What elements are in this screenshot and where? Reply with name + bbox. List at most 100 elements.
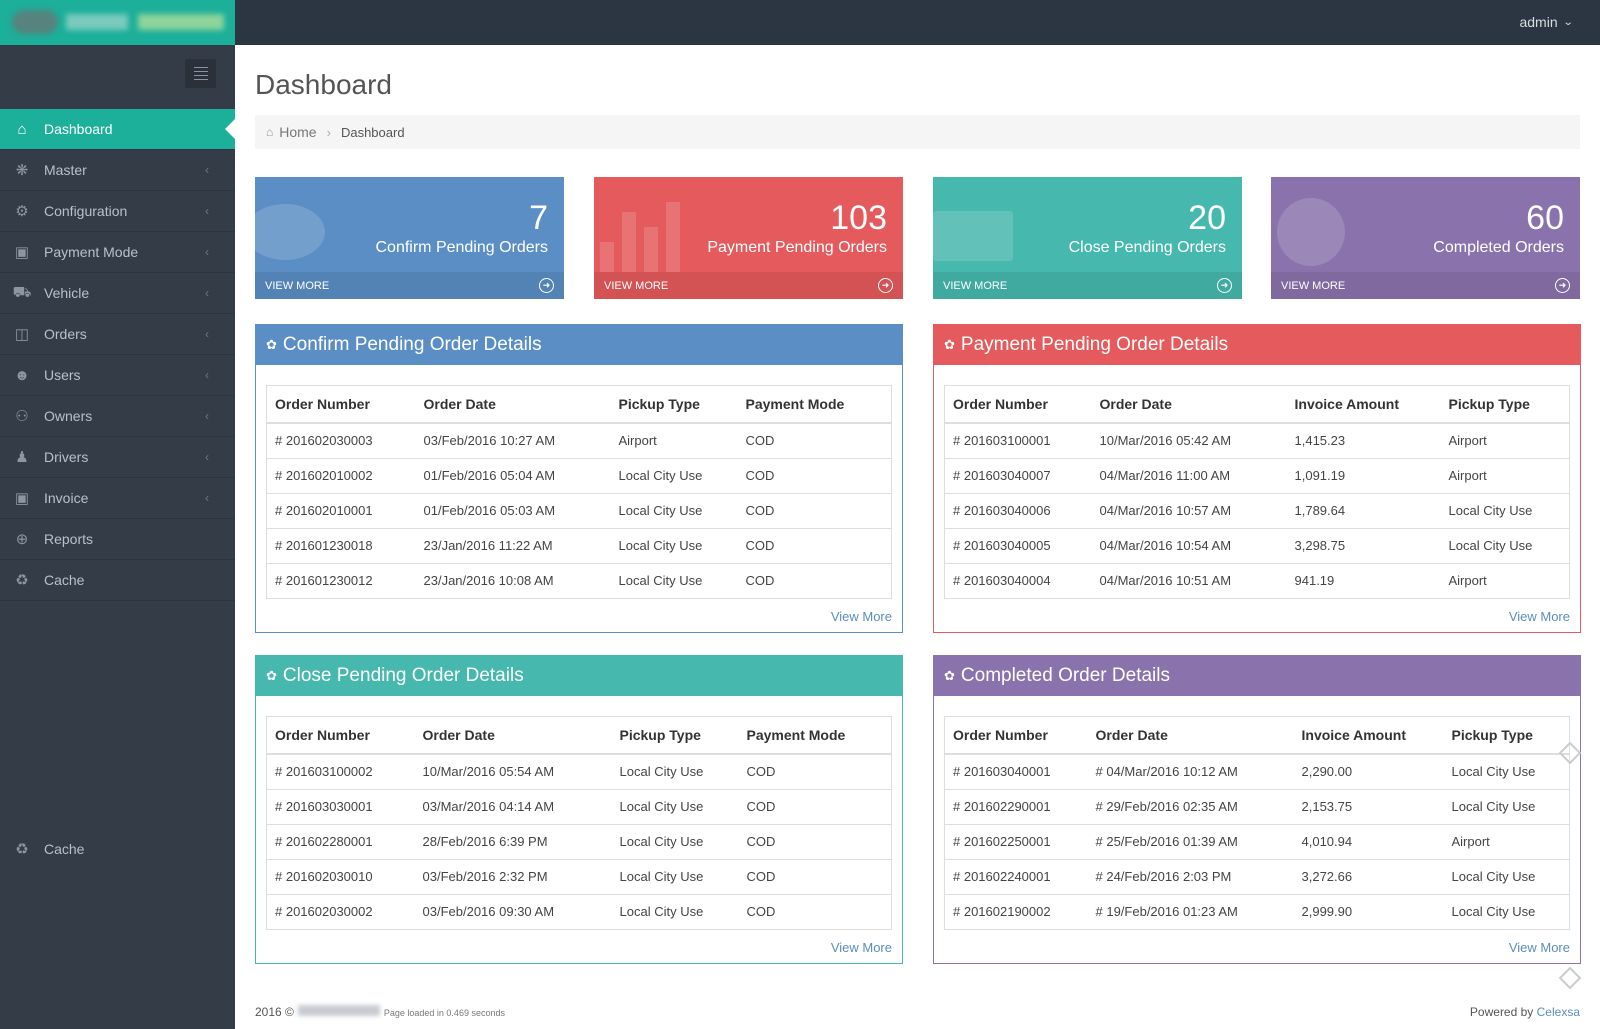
cell: COD (737, 527, 892, 563)
stat-label: Close Pending Orders (1068, 239, 1226, 256)
stat-value: 20 (1188, 199, 1226, 237)
panel-confirm-pending: ✿ Confirm Pending Order Details Order Nu… (255, 324, 903, 633)
sidebar-item-orders[interactable]: ◫ Orders ‹ (0, 314, 235, 355)
cell: 23/Jan/2016 10:08 AM (415, 562, 611, 598)
sidebar-item-invoice[interactable]: ▣ Invoice ‹ (0, 478, 235, 519)
chevron-left-icon: ‹ (205, 368, 209, 382)
cell: # 201602240001 (944, 858, 1088, 894)
sidebar-item-reports[interactable]: ⊕ Reports (0, 519, 235, 560)
bar-chart-icon (600, 202, 680, 272)
panel-header: ✿ Confirm Pending Order Details (256, 325, 902, 365)
powered-by-link[interactable]: Celexsa (1536, 1005, 1580, 1019)
male-icon: ♟ (15, 449, 29, 466)
cell: # 201602280001 (266, 823, 415, 859)
cell: # 201601230018 (266, 527, 416, 563)
cell: COD (737, 492, 892, 528)
cell: Local City Use (1440, 527, 1570, 563)
column-header: Pickup Type (1443, 716, 1570, 755)
paw-icon: ✿ (266, 337, 277, 352)
stat-value: 103 (830, 199, 887, 237)
sidebar-item-dashboard[interactable]: ⌂ Dashboard (0, 109, 235, 150)
cell: # 25/Feb/2016 01:39 AM (1087, 823, 1294, 859)
cell: COD (738, 753, 892, 789)
chevron-left-icon: ‹ (205, 245, 209, 259)
column-header: Pickup Type (611, 716, 739, 755)
stat-view-more-link[interactable]: VIEW MORE ➜ (255, 272, 564, 299)
cell: # 201603100002 (266, 753, 415, 789)
chevron-left-icon: ‹ (205, 286, 209, 300)
view-more-link[interactable]: View More (1508, 608, 1570, 624)
cell: 2,999.90 (1293, 893, 1444, 929)
cell: 2,153.75 (1293, 788, 1444, 824)
panel-title: Close Pending Order Details (282, 665, 524, 686)
cell: # 201603100001 (944, 422, 1092, 458)
table-row: # 201602010001 01/Feb/2016 05:03 AM Local … (266, 492, 892, 528)
scroll-marker-icon (1558, 966, 1582, 990)
view-more-link[interactable]: View More (830, 608, 892, 624)
orders-table: Order Number Order Date Invoice Amount P… (944, 716, 1570, 930)
sidebar-item-configuration[interactable]: ⚙ Configuration ‹ (0, 191, 235, 232)
column-header: Order Date (1087, 716, 1294, 755)
cell: # 201602010001 (266, 492, 416, 528)
column-header: Order Number (266, 385, 416, 424)
sidebar-toggle-button[interactable] (185, 59, 216, 88)
cell: # 201602190002 (944, 893, 1088, 929)
cell: Local City Use (610, 562, 738, 598)
orders-table: Order Number Order Date Invoice Amount P… (944, 385, 1570, 599)
paw-icon: ✿ (944, 337, 955, 352)
chevron-left-icon: ‹ (205, 450, 209, 464)
main-content: Dashboard ⌂ Home › Dashboard 7 Confirm P… (235, 45, 1600, 1029)
view-more-label: VIEW MORE (265, 279, 330, 292)
sidebar-item-users[interactable]: ☻ Users ‹ (0, 355, 235, 396)
cell: # 201602250001 (944, 823, 1088, 859)
table-row: # 201603040001 # 04/Mar/2016 10:12 AM 2,29… (944, 753, 1570, 789)
cell: 04/Mar/2016 10:51 AM (1091, 562, 1287, 598)
table-row: # 201602030003 03/Feb/2016 10:27 AM Airpor… (266, 422, 892, 458)
cell: Local City Use (610, 492, 738, 528)
cell: # 201602030003 (266, 422, 416, 458)
breadcrumb-home-link[interactable]: Home (279, 124, 317, 140)
stat-view-more-link[interactable]: VIEW MORE ➜ (1271, 272, 1580, 299)
logo[interactable] (0, 0, 235, 45)
column-header: Order Date (414, 716, 612, 755)
cell: 03/Feb/2016 09:30 AM (414, 893, 612, 929)
cell: 3,272.66 (1293, 858, 1444, 894)
sidebar-item-label: Payment Mode (44, 244, 139, 260)
cell: # 201603040001 (944, 753, 1088, 789)
sidebar-item-owners[interactable]: ⚇ Owners ‹ (0, 396, 235, 437)
breadcrumb-current: Dashboard (340, 124, 405, 140)
cell: # 201602290001 (944, 788, 1088, 824)
footer-powered-by: Powered by Celexsa (1470, 1005, 1580, 1019)
cell: # 04/Mar/2016 10:12 AM (1087, 753, 1294, 789)
cell: Local City Use (1443, 788, 1570, 824)
user-menu[interactable]: admin ⌄ (1519, 14, 1573, 30)
cell: 03/Feb/2016 10:27 AM (415, 422, 611, 458)
sidebar-item-cache-bottom[interactable]: ♻ Cache (0, 828, 235, 869)
column-header: Order Number (944, 716, 1088, 755)
view-more-link[interactable]: View More (1508, 939, 1570, 955)
table-row: # 201602030010 03/Feb/2016 2:32 PM Local C… (266, 858, 892, 894)
sidebar-item-cache[interactable]: ♻ Cache (0, 560, 235, 601)
stat-view-more-link[interactable]: VIEW MORE ➜ (933, 272, 1242, 299)
view-more-label: VIEW MORE (1281, 279, 1346, 292)
view-more-link[interactable]: View More (830, 939, 892, 955)
sidebar-item-drivers[interactable]: ♟ Drivers ‹ (0, 437, 235, 478)
stat-view-more-link[interactable]: VIEW MORE ➜ (594, 272, 903, 299)
cell: # 201603040007 (944, 457, 1092, 493)
users-icon: ⚇ (15, 408, 29, 425)
cell: Local City Use (611, 753, 739, 789)
column-header: Order Number (266, 716, 415, 755)
sidebar-item-payment-mode[interactable]: ▣ Payment Mode ‹ (0, 232, 235, 273)
sidebar-item-label: Users (44, 367, 81, 383)
arrow-circle-right-icon: ➜ (1217, 278, 1232, 293)
clipboard-icon: ◫ (14, 326, 30, 343)
panel-completed: ✿ Completed Order Details Order Number O… (933, 655, 1581, 964)
cell: Local City Use (1443, 753, 1570, 789)
powered-by-label: Powered by (1469, 1005, 1534, 1019)
cell: 04/Mar/2016 10:57 AM (1091, 492, 1287, 528)
cell: 03/Feb/2016 2:32 PM (414, 858, 612, 894)
footer-copyright: 2016 © Page loaded in 0.469 seconds (255, 1005, 505, 1019)
stat-label: Payment Pending Orders (707, 239, 887, 256)
sidebar-item-vehicle[interactable]: ⛟ Vehicle ‹ (0, 273, 235, 314)
sidebar-item-master[interactable]: ❋ Master ‹ (0, 150, 235, 191)
